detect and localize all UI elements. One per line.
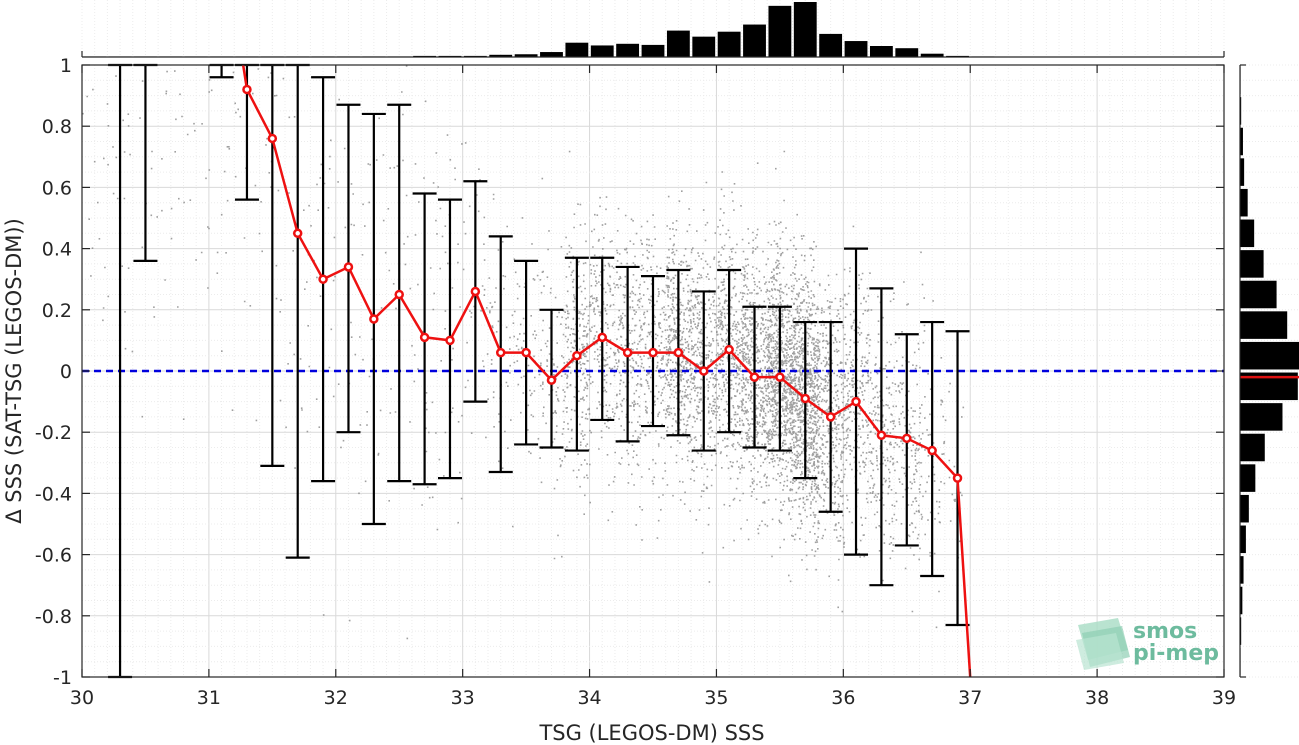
y-tick-label: 0.2 [42, 300, 72, 322]
x-tick-label: 38 [1085, 687, 1109, 709]
mean-point [902, 433, 912, 444]
mean-point [521, 347, 531, 358]
mean-point [267, 133, 278, 144]
mean-point [242, 84, 252, 95]
mean-point [445, 335, 455, 346]
top-hist-bar [590, 45, 614, 57]
x-tick-label: 37 [958, 687, 982, 709]
mean-point [419, 332, 430, 343]
right-histogram [1240, 66, 1299, 676]
y-tick-label: -0.8 [35, 606, 72, 628]
mean-point [343, 262, 354, 272]
mean-point [800, 393, 811, 404]
mean-point [952, 473, 963, 483]
mean-point [851, 396, 861, 407]
right-hist-bar [1240, 280, 1277, 309]
right-hist-bar [1240, 494, 1249, 523]
mean-point [749, 372, 760, 382]
mean-point [394, 289, 404, 300]
y-tick-label: -0.4 [35, 483, 72, 505]
top-hist-bar [540, 52, 563, 57]
mean-point [876, 430, 887, 441]
top-hist-bar [717, 31, 741, 57]
right-hist-bar [1240, 250, 1264, 278]
y-tick-label: 0.6 [42, 177, 72, 199]
y-tick-label: 1 [60, 55, 72, 77]
top-hist-bar [666, 30, 690, 57]
top-hist-bar [819, 33, 843, 57]
right-hist-bar [1240, 158, 1245, 186]
x-tick-label: 36 [831, 687, 855, 709]
top-hist-bar [793, 2, 817, 57]
logo-line1: smos [1133, 619, 1197, 644]
top-hist-bar [692, 36, 716, 57]
x-tick-labels: 30 31 32 33 34 35 36 37 38 39 [70, 687, 1236, 709]
mean-point [318, 274, 328, 284]
x-tick-label: 39 [1212, 687, 1236, 709]
mean-point [927, 445, 937, 456]
mean-point [699, 366, 709, 376]
right-hist-bar [1240, 556, 1244, 584]
grid [81, 0, 1299, 678]
x-tick-label: 33 [451, 687, 475, 709]
mean-point [724, 344, 734, 355]
right-hist-bar [1240, 433, 1265, 462]
x-tick-label: 34 [577, 687, 601, 709]
top-hist-bar [514, 54, 538, 57]
top-hist-bar [869, 46, 893, 57]
right-hist-bar [1240, 188, 1248, 217]
right-hist-bar [1240, 525, 1246, 554]
x-tick-label: 31 [197, 687, 221, 709]
right-hist-bar [1240, 464, 1256, 492]
right-hist-bar [1240, 219, 1255, 248]
mean-point [673, 347, 684, 358]
x-tick-label: 30 [70, 687, 94, 709]
mean-point [572, 350, 582, 361]
logo-line2: pi-mep [1133, 641, 1219, 666]
x-tick-label: 32 [324, 687, 348, 709]
right-hist-bar [1240, 311, 1288, 339]
y-tick-label: 0 [60, 361, 72, 383]
layered-logo-icon [1076, 618, 1130, 670]
top-hist-bar [895, 48, 919, 57]
top-hist-bar [565, 42, 589, 57]
top-hist-bar [768, 5, 792, 58]
x-tick-label: 35 [704, 687, 728, 709]
top-hist-bar [920, 53, 944, 57]
mean-point [622, 347, 633, 358]
right-hist-bar [1240, 127, 1243, 156]
mean-point [470, 286, 481, 297]
top-hist-bar [641, 44, 665, 57]
mean-point [775, 372, 785, 382]
y-tick-label: -1 [53, 667, 72, 689]
y-axis-title: Δ SSS (SAT-TSG (LEGOS-DM)) [2, 218, 26, 524]
top-hist-bar [616, 43, 640, 57]
y-tick-label: -0.2 [35, 422, 72, 444]
y-tick-label: 0.4 [42, 239, 72, 261]
right-hist-bar [1240, 341, 1299, 370]
mean-point [597, 332, 607, 343]
mean-point [648, 347, 658, 358]
top-hist-bar [844, 41, 868, 57]
y-tick-label: -0.6 [35, 545, 72, 567]
right-hist-bar [1240, 586, 1243, 615]
mean-point [825, 412, 836, 422]
y-tick-label: 0.8 [42, 116, 72, 138]
top-hist-bar [743, 24, 766, 57]
x-axis-title: TSG (LEGOS-DM) SSS [538, 721, 764, 745]
axes-frames [81, 51, 1246, 678]
mean-point [292, 228, 303, 239]
mean-line [241, 64, 972, 678]
smos-pimep-logo: smos pi-mep [1076, 618, 1219, 670]
mean-point [495, 347, 506, 358]
y-tick-labels: -1 -0.8 -0.6 -0.4 -0.2 0 0.2 0.4 0.6 0.8 1 [35, 55, 72, 689]
mean-point [369, 314, 379, 324]
right-hist-bar [1240, 403, 1283, 431]
top-hist-bar [489, 54, 513, 57]
mean-point [546, 375, 557, 385]
